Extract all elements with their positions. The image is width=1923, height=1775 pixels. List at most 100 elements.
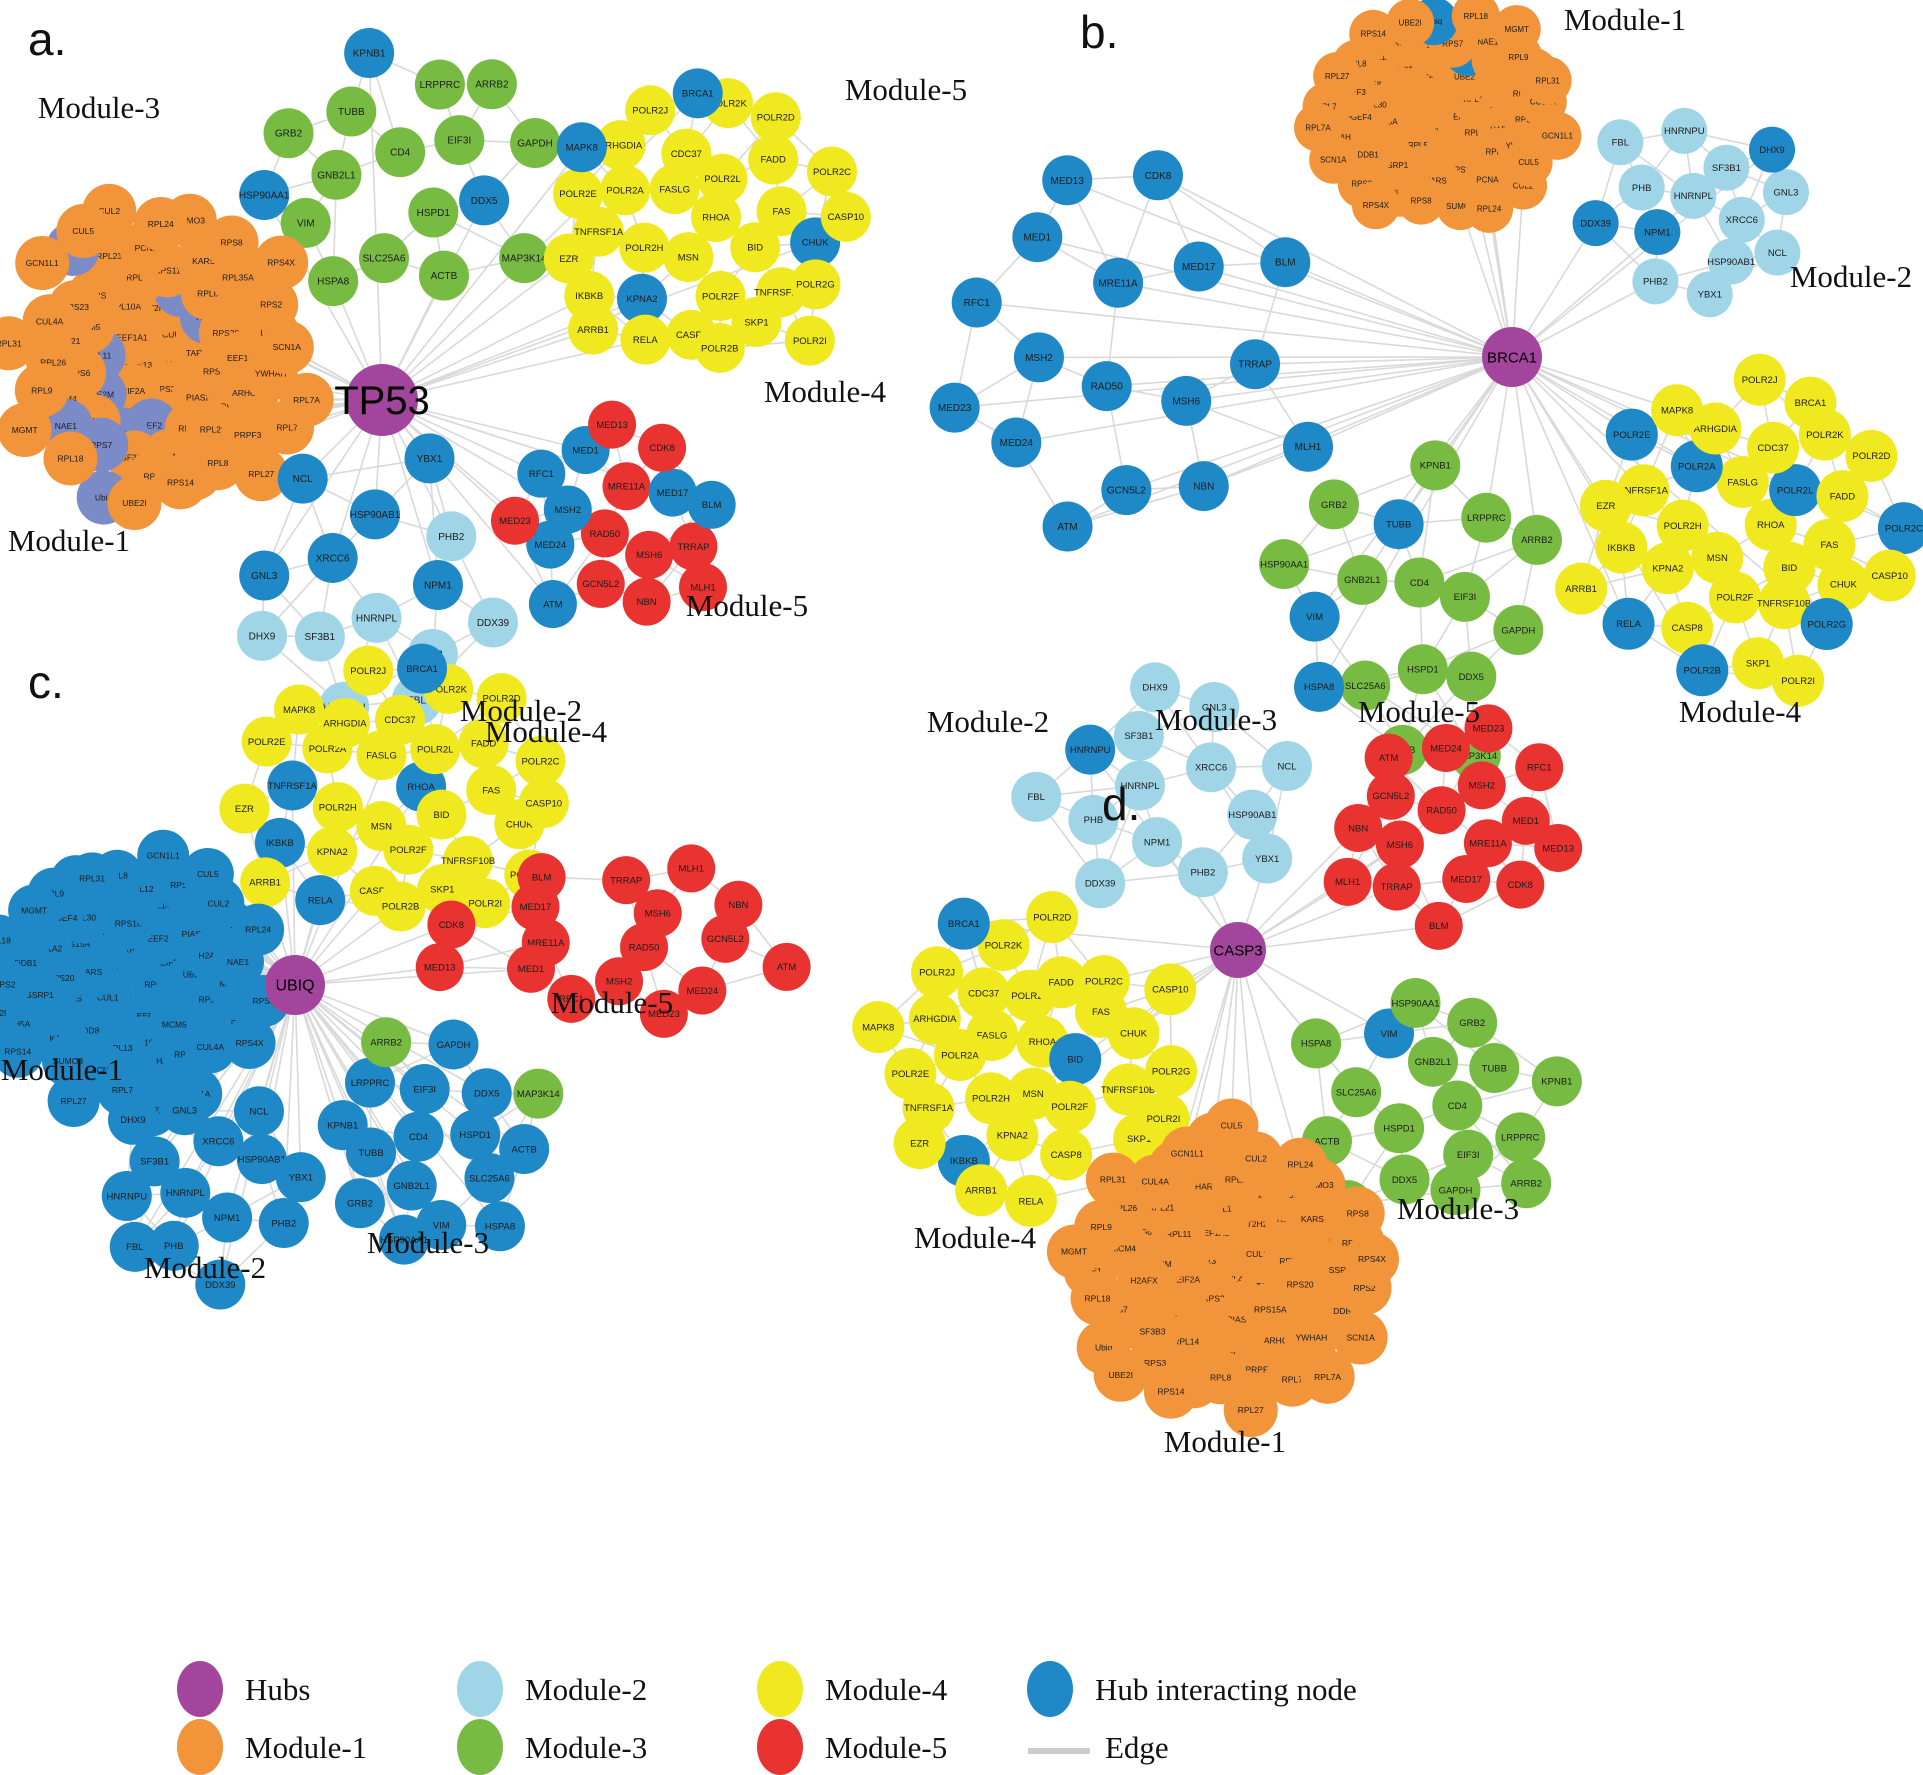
node-circle-ARRB1[interactable] bbox=[955, 1164, 1008, 1217]
node-MED17[interactable]: MED17 bbox=[1173, 241, 1224, 292]
node-POLR2C[interactable]: POLR2C bbox=[1077, 955, 1130, 1008]
node-ARRB2[interactable]: ARRB2 bbox=[1511, 514, 1562, 565]
node-circle-MED13[interactable] bbox=[1534, 823, 1583, 872]
node-KPNA2[interactable]: KPNA2 bbox=[986, 1109, 1039, 1162]
node-circle-GCN1L1[interactable] bbox=[15, 235, 70, 290]
node-circle-BID[interactable] bbox=[1049, 1033, 1102, 1086]
node-GRB2[interactable]: GRB2 bbox=[1308, 479, 1359, 530]
node-circle-SF3B1[interactable] bbox=[129, 1136, 180, 1187]
node-circle-RPL31[interactable] bbox=[1523, 56, 1572, 105]
node-TUBB[interactable]: TUBB bbox=[326, 86, 377, 137]
node-CDK8[interactable]: CDK8 bbox=[1132, 150, 1183, 201]
node-HNRNPU[interactable]: HNRNPU bbox=[101, 1170, 152, 1221]
node-circle-NPM1[interactable] bbox=[1634, 209, 1681, 256]
node-circle-MGMT[interactable] bbox=[1492, 5, 1541, 54]
node-KPNA2[interactable]: KPNA2 bbox=[307, 826, 358, 877]
node-ACTB[interactable]: ACTB bbox=[418, 250, 469, 301]
node-circle-ARRB2[interactable] bbox=[361, 1017, 412, 1068]
node-circle-POLR2B[interactable] bbox=[1676, 644, 1729, 697]
node-circle-DHX9[interactable] bbox=[1749, 126, 1796, 173]
node-circle-YBX1[interactable] bbox=[275, 1152, 326, 1203]
node-circle-MED23[interactable] bbox=[639, 989, 688, 1038]
node-ARRB1[interactable]: ARRB1 bbox=[1555, 562, 1608, 615]
node-POLR2J[interactable]: POLR2J bbox=[1733, 353, 1786, 406]
node-circle-CUL5[interactable] bbox=[1504, 138, 1553, 187]
node-circle-CDK8[interactable] bbox=[1132, 150, 1183, 201]
node-SF3B1[interactable]: SF3B1 bbox=[294, 611, 345, 662]
node-RELA[interactable]: RELA bbox=[620, 314, 671, 365]
node-circle-IKBKB[interactable] bbox=[254, 817, 305, 868]
node-circle-UBE2I[interactable] bbox=[1386, 0, 1435, 47]
node-circle-POLR2G[interactable] bbox=[790, 259, 841, 310]
node-circle-UBE2I[interactable] bbox=[0, 987, 20, 1039]
node-circle-KPNA2[interactable] bbox=[616, 273, 667, 324]
node-POLR2A[interactable]: POLR2A bbox=[600, 165, 651, 216]
node-circle-HSPD1[interactable] bbox=[450, 1109, 501, 1160]
node-RPL27[interactable]: RPL27 bbox=[1313, 52, 1362, 101]
node-NPM1[interactable]: NPM1 bbox=[202, 1192, 253, 1243]
node-RPS4X[interactable]: RPS4X bbox=[254, 235, 309, 290]
node-circle-RPS8[interactable] bbox=[1397, 176, 1446, 225]
node-circle-HNRNPL[interactable] bbox=[1670, 172, 1717, 219]
node-circle-ARRB1[interactable] bbox=[568, 304, 619, 355]
node-MLH1[interactable]: MLH1 bbox=[667, 844, 716, 893]
node-circle-TUBB[interactable] bbox=[326, 86, 377, 137]
node-circle-MSH2[interactable] bbox=[1013, 332, 1064, 383]
node-circle-RPS4X[interactable] bbox=[1344, 1232, 1399, 1287]
node-DDX5[interactable]: DDX5 bbox=[459, 175, 510, 226]
node-POLR2B[interactable]: POLR2B bbox=[694, 322, 745, 373]
node-PHB2[interactable]: PHB2 bbox=[1177, 847, 1228, 898]
node-ARHGDIA[interactable]: ARHGDIA bbox=[320, 698, 371, 749]
node-POLR2E[interactable]: POLR2E bbox=[1605, 408, 1658, 461]
node-CDC37[interactable]: CDC37 bbox=[957, 967, 1010, 1020]
node-MLH1[interactable]: MLH1 bbox=[1283, 421, 1334, 472]
node-XRCC6[interactable]: XRCC6 bbox=[1718, 196, 1765, 243]
node-GNB2L1[interactable]: GNB2L1 bbox=[311, 149, 362, 200]
node-RPL31[interactable]: RPL31 bbox=[66, 852, 119, 905]
node-circle-MRE11A[interactable] bbox=[1093, 257, 1144, 308]
node-POLR2G[interactable]: POLR2G bbox=[1145, 1045, 1198, 1098]
node-BLM[interactable]: BLM bbox=[1414, 901, 1463, 950]
node-circle-CDC37[interactable] bbox=[661, 128, 712, 179]
node-circle-POLR2J[interactable] bbox=[625, 85, 676, 136]
node-EIF3I[interactable]: EIF3I bbox=[434, 115, 485, 166]
node-UBE2I[interactable]: UBE2I bbox=[1386, 0, 1435, 47]
node-circle-TUBB[interactable] bbox=[1469, 1043, 1520, 1094]
node-CASP10[interactable]: CASP10 bbox=[1144, 963, 1197, 1016]
node-YBX1[interactable]: YBX1 bbox=[1242, 833, 1293, 884]
node-circle-POLR2G[interactable] bbox=[1145, 1045, 1198, 1098]
node-VIM[interactable]: VIM bbox=[1289, 591, 1340, 642]
node-circle-RPS4X[interactable] bbox=[254, 235, 309, 290]
node-ATM[interactable]: ATM bbox=[762, 942, 811, 991]
node-circle-RPL27[interactable] bbox=[234, 447, 289, 502]
node-circle-MGMT[interactable] bbox=[8, 884, 61, 937]
node-circle-CDK8[interactable] bbox=[1496, 860, 1545, 909]
node-MAPK8[interactable]: MAPK8 bbox=[274, 684, 325, 735]
node-HSP90AB1[interactable]: HSP90AB1 bbox=[1227, 789, 1278, 840]
node-circle-MAPK8[interactable] bbox=[852, 1001, 905, 1054]
node-circle-FAS[interactable] bbox=[756, 186, 807, 237]
node-circle-EIF3I[interactable] bbox=[1439, 571, 1490, 622]
node-CDK8[interactable]: CDK8 bbox=[638, 423, 687, 472]
node-DDX39[interactable]: DDX39 bbox=[467, 597, 518, 648]
node-circle-POLR2A[interactable] bbox=[933, 1028, 986, 1081]
node-GRB2[interactable]: GRB2 bbox=[1447, 997, 1498, 1048]
node-NPM1[interactable]: NPM1 bbox=[412, 559, 463, 610]
node-circle-RELA[interactable] bbox=[620, 314, 671, 365]
node-KPNB1[interactable]: KPNB1 bbox=[1410, 440, 1461, 491]
node-NCL[interactable]: NCL bbox=[1261, 741, 1312, 792]
node-RPS14[interactable]: RPS14 bbox=[153, 455, 208, 510]
node-circle-RPS14[interactable] bbox=[153, 455, 208, 510]
node-circle-BLM[interactable] bbox=[517, 853, 566, 902]
node-POLR2C[interactable]: POLR2C bbox=[1877, 502, 1923, 555]
node-MED1[interactable]: MED1 bbox=[1012, 212, 1063, 263]
node-circle-ARHGDIA[interactable] bbox=[320, 698, 371, 749]
node-RPS4X[interactable]: RPS4X bbox=[1351, 181, 1400, 230]
node-circle-MED13[interactable] bbox=[1042, 155, 1093, 206]
node-circle-POLR2A[interactable] bbox=[600, 165, 651, 216]
node-circle-CUL4A[interactable] bbox=[184, 1021, 237, 1074]
node-circle-SKP1[interactable] bbox=[731, 296, 782, 347]
node-circle-CD4[interactable] bbox=[375, 127, 426, 178]
node-circle-MED24[interactable] bbox=[526, 520, 575, 569]
node-circle-PHB[interactable] bbox=[1068, 794, 1119, 845]
